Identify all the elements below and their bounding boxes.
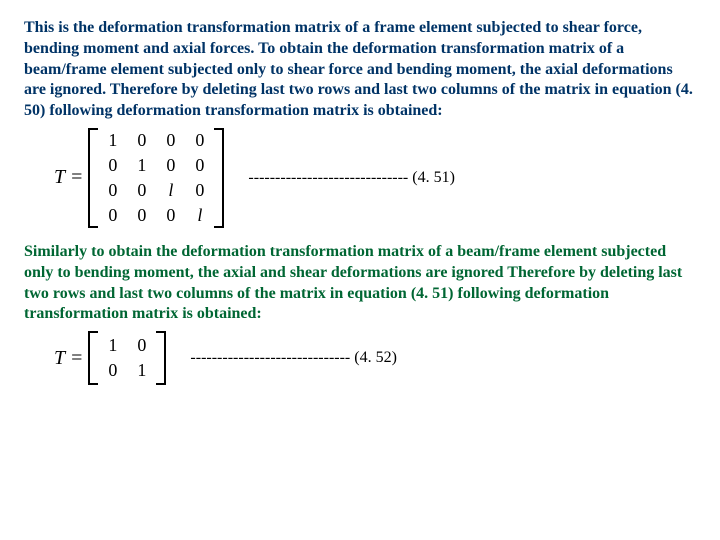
table-row: 0 1	[98, 358, 156, 383]
matrix-cell: 0	[156, 203, 185, 228]
matrix-cell: 0	[98, 203, 127, 228]
paragraph-1: This is the deformation transformation m…	[24, 18, 696, 122]
matrix-cell: l	[185, 203, 214, 228]
matrix-2-label: T	[54, 347, 65, 370]
table-row: 0 1 0 0	[98, 153, 214, 178]
bracket-left-icon	[88, 331, 98, 385]
matrix-1-table: 1 0 0 0 0 1 0 0 0 0 l 0 0 0 0 l	[98, 128, 214, 228]
matrix-cell: 0	[98, 178, 127, 203]
equation-number-2: ------------------------------ (4. 52)	[190, 349, 397, 367]
matrix-1-label: T	[54, 166, 65, 189]
paragraph-2: Similarly to obtain the deformation tran…	[24, 242, 696, 325]
table-row: 0 0 l 0	[98, 178, 214, 203]
table-row: 0 0 0 l	[98, 203, 214, 228]
matrix-cell: 0	[127, 333, 156, 358]
matrix-cell: 0	[156, 153, 185, 178]
matrix-block-2: T = 1 0 0 1 ----------------------------…	[54, 331, 696, 385]
matrix-cell: 0	[185, 153, 214, 178]
matrix-cell: 0	[127, 178, 156, 203]
table-row: 1 0	[98, 333, 156, 358]
bracket-right-icon	[214, 128, 224, 228]
matrix-cell: l	[156, 178, 185, 203]
matrix-cell: 1	[127, 358, 156, 383]
matrix-cell: 0	[127, 128, 156, 153]
matrix-cell: 1	[98, 333, 127, 358]
matrix-2-eq: =	[71, 347, 82, 370]
matrix-2: T = 1 0 0 1	[54, 331, 166, 385]
matrix-block-1: T = 1 0 0 0 0 1 0 0 0 0 l 0 0	[54, 128, 696, 228]
matrix-cell: 1	[127, 153, 156, 178]
matrix-1: T = 1 0 0 0 0 1 0 0 0 0 l 0 0	[54, 128, 224, 228]
matrix-cell: 0	[98, 358, 127, 383]
bracket-left-icon	[88, 128, 98, 228]
bracket-right-icon	[156, 331, 166, 385]
matrix-1-eq: =	[71, 166, 82, 189]
matrix-cell: 0	[98, 153, 127, 178]
table-row: 1 0 0 0	[98, 128, 214, 153]
matrix-cell: 0	[127, 203, 156, 228]
matrix-cell: 0	[185, 128, 214, 153]
equation-number-1: ------------------------------ (4. 51)	[248, 169, 455, 187]
matrix-cell: 0	[156, 128, 185, 153]
matrix-cell: 0	[185, 178, 214, 203]
matrix-cell: 1	[98, 128, 127, 153]
matrix-2-table: 1 0 0 1	[98, 333, 156, 383]
